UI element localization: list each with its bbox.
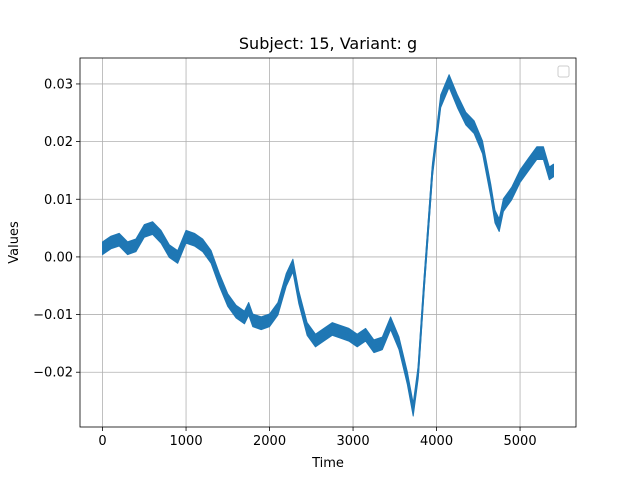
x-axis-label: Time bbox=[311, 456, 344, 471]
x-tick-label: 4000 bbox=[420, 434, 453, 449]
x-tick-label: 5000 bbox=[504, 434, 537, 449]
y-tick-label: 0.03 bbox=[44, 77, 73, 92]
y-tick-label: −0.01 bbox=[33, 308, 73, 323]
y-axis-label: Values bbox=[7, 221, 22, 264]
y-tick-label: 0.02 bbox=[44, 135, 73, 150]
y-axis-ticks: −0.02 −0.01 0.00 0.01 0.02 0.03 bbox=[33, 77, 80, 381]
x-tick-label: 3000 bbox=[337, 434, 370, 449]
plot-frame bbox=[79, 57, 577, 428]
series-layer bbox=[101, 74, 555, 417]
chart-title: Subject: 15, Variant: g bbox=[239, 34, 417, 53]
y-tick-label: 0.01 bbox=[44, 193, 73, 208]
series-line bbox=[101, 80, 555, 411]
legend-box bbox=[557, 65, 570, 78]
series-band bbox=[102, 74, 554, 417]
y-tick-label: −0.02 bbox=[33, 366, 73, 381]
y-tick-label: 0.00 bbox=[44, 250, 73, 265]
x-tick-label: 1000 bbox=[170, 434, 203, 449]
x-tick-label: 0 bbox=[98, 434, 106, 449]
x-axis-ticks: 0 1000 2000 3000 4000 5000 bbox=[98, 427, 537, 449]
x-tick-label: 2000 bbox=[253, 434, 286, 449]
